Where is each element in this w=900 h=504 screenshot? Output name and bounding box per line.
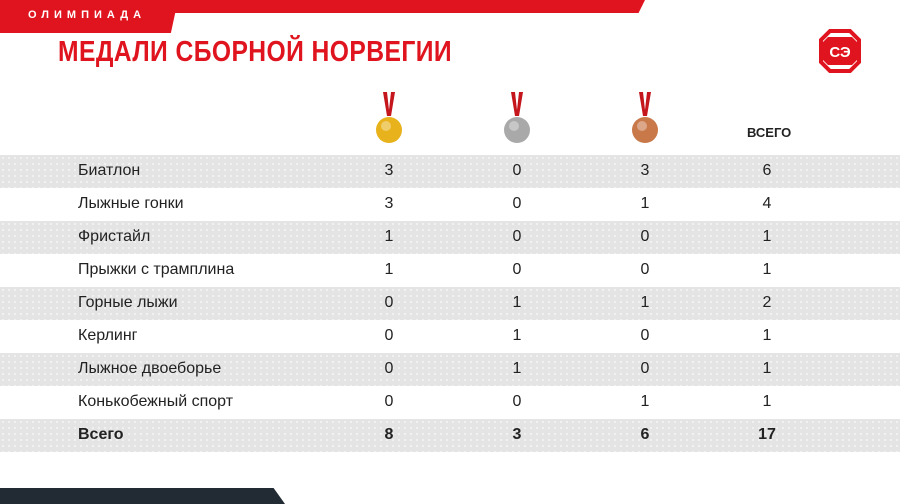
bronze-count: 1 — [640, 393, 650, 410]
bronze-count: 6 — [640, 426, 650, 443]
sport-name: Фристайл — [78, 228, 151, 245]
bronze-count: 3 — [640, 162, 650, 179]
sport-name: Горные лыжи — [78, 294, 178, 311]
category-tab: ОЛИМПИАДА — [0, 0, 178, 33]
gold-count: 0 — [384, 294, 394, 311]
table-row: Конькобежный спорт 0 0 1 1 — [0, 386, 900, 419]
total-count: 2 — [762, 294, 772, 311]
gold-count: 0 — [384, 327, 394, 344]
silver-medal-icon — [504, 92, 530, 143]
sport-name: Биатлон — [78, 162, 141, 179]
silver-count: 0 — [512, 393, 522, 410]
total-count: 1 — [762, 360, 772, 377]
gold-count: 0 — [384, 393, 394, 410]
gold-count: 3 — [384, 162, 394, 179]
svg-text:СЭ: СЭ — [829, 44, 851, 61]
silver-count: 0 — [512, 162, 522, 179]
category-label: ОЛИМПИАДА — [28, 9, 147, 21]
table-row: Биатлон 3 0 3 6 — [0, 155, 900, 188]
gold-medal-icon — [376, 92, 402, 143]
silver-count: 1 — [512, 360, 522, 377]
table-row: Лыжное двоеборье 0 1 0 1 — [0, 353, 900, 386]
sport-name: Прыжки с трамплина — [78, 261, 235, 278]
gold-count: 3 — [384, 195, 394, 212]
silver-count: 0 — [512, 261, 522, 278]
sport-name: Лыжное двоеборье — [78, 360, 222, 377]
sport-name: Всего — [78, 426, 124, 443]
silver-count: 1 — [512, 327, 522, 344]
table-row: Фристайл 1 0 0 1 — [0, 221, 900, 254]
total-count: 17 — [758, 426, 776, 443]
total-column-header: ВСЕГО — [747, 125, 792, 140]
sport-name: Конькобежный спорт — [78, 393, 234, 410]
total-count: 4 — [762, 195, 772, 212]
silver-count: 0 — [512, 195, 522, 212]
gold-count: 8 — [384, 426, 394, 443]
page-title: МЕДАЛИ СБОРНОЙ НОРВЕГИИ — [58, 36, 453, 68]
total-count: 6 — [762, 162, 772, 179]
bronze-count: 0 — [640, 261, 650, 278]
totals-row: Всего 8 3 6 17 — [0, 419, 900, 452]
bronze-count: 1 — [640, 294, 650, 311]
gold-count: 1 — [384, 261, 394, 278]
total-count: 1 — [762, 228, 772, 245]
silver-count: 0 — [512, 228, 522, 245]
gold-count: 1 — [384, 228, 394, 245]
bronze-count: 1 — [640, 195, 650, 212]
bronze-count: 0 — [640, 327, 650, 344]
table-row: Лыжные гонки 3 0 1 4 — [0, 188, 900, 221]
total-count: 1 — [762, 327, 772, 344]
total-count: 1 — [762, 393, 772, 410]
gold-count: 0 — [384, 360, 394, 377]
total-count: 1 — [762, 261, 772, 278]
silver-count: 3 — [512, 426, 522, 443]
silver-count: 1 — [512, 294, 522, 311]
table-row: Прыжки с трамплина 1 0 0 1 — [0, 254, 900, 287]
bronze-count: 0 — [640, 360, 650, 377]
sport-name: Керлинг — [78, 327, 138, 344]
table-row: Горные лыжи 0 1 1 2 — [0, 287, 900, 320]
sport-name: Лыжные гонки — [78, 195, 184, 212]
se-logo-icon: СЭ — [819, 29, 861, 73]
bottom-dark-bar — [0, 488, 285, 504]
bronze-medal-icon — [632, 92, 658, 143]
bronze-count: 0 — [640, 228, 650, 245]
table-row: Керлинг 0 1 0 1 — [0, 320, 900, 353]
